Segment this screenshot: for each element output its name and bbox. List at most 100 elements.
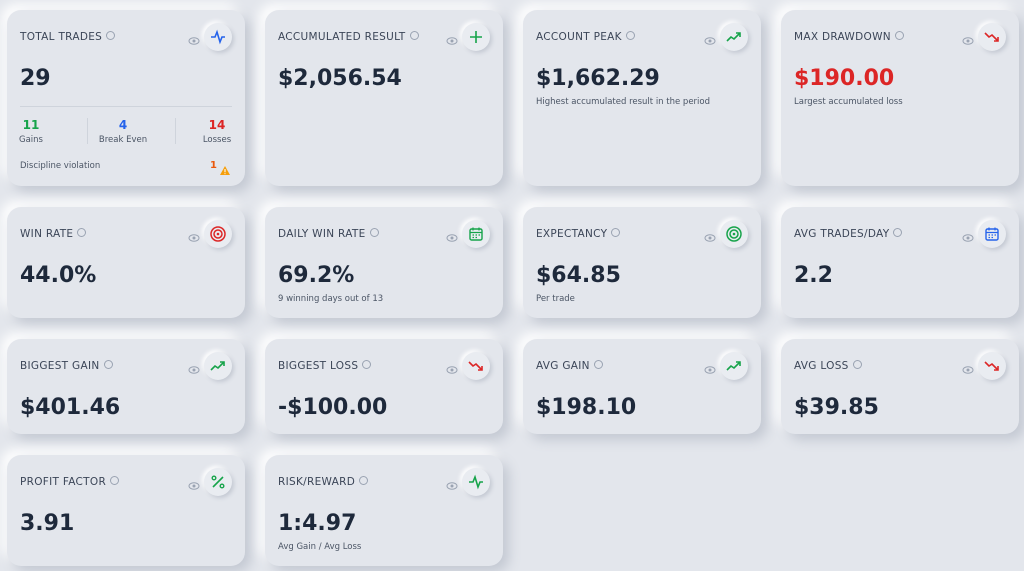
eye-icon[interactable] (962, 228, 974, 247)
metric-card: ACCUMULATED RESULT $2,056.54 (265, 10, 503, 186)
card-title: AVG TRADES/DAY (794, 228, 903, 240)
metric-value: $190.00 (794, 66, 895, 91)
card-title: RISK/REWARD (278, 476, 369, 488)
info-icon (611, 228, 621, 237)
breakdown-item: 11 Gains (0, 118, 71, 145)
eye-icon[interactable] (962, 31, 974, 50)
info-icon (625, 31, 635, 40)
metric-value: 1:4.97 (278, 511, 357, 536)
metric-value: $401.46 (20, 395, 121, 420)
metric-subtitle: Per trade (536, 294, 575, 304)
eye-icon[interactable] (188, 31, 200, 50)
metric-card: EXPECTANCY $64.85 Per trade (523, 207, 761, 318)
metric-icon (720, 220, 748, 248)
info-icon (894, 31, 904, 40)
breakdown-label: Gains (19, 135, 43, 145)
title-text: BIGGEST GAIN (20, 360, 100, 372)
metric-icon (720, 352, 748, 380)
metric-value: $198.10 (536, 395, 637, 420)
metric-icon (462, 23, 490, 51)
metric-subtitle: Highest accumulated result in the period (536, 97, 710, 107)
metric-icon (204, 468, 232, 496)
eye-icon[interactable] (704, 31, 716, 50)
breakdown-value: 11 (22, 118, 40, 132)
breakdown-label: Break Even (98, 135, 148, 145)
title-text: PROFIT FACTOR (20, 476, 107, 488)
title-text: EXPECTANCY (536, 228, 608, 240)
title-text: RISK/REWARD (278, 476, 356, 488)
metric-card: AVG TRADES/DAY 2.2 (781, 207, 1019, 318)
metric-card: BIGGEST LOSS -$100.00 (265, 339, 503, 434)
eye-icon[interactable] (704, 228, 716, 247)
metric-icon (978, 220, 1006, 248)
title-text: ACCOUNT PEAK (536, 31, 622, 43)
title-text: MAX DRAWDOWN (794, 31, 891, 43)
card-title: AVG LOSS (794, 360, 862, 372)
metric-icon (462, 352, 490, 380)
metric-value: 3.91 (20, 511, 75, 536)
eye-icon[interactable] (188, 360, 200, 379)
card-title: ACCUMULATED RESULT (278, 31, 419, 43)
metric-card: AVG LOSS $39.85 (781, 339, 1019, 434)
eye-icon[interactable] (188, 228, 200, 247)
card-title: EXPECTANCY (536, 228, 621, 240)
title-text: AVG TRADES/DAY (794, 228, 890, 240)
info-icon (369, 228, 379, 237)
eye-icon[interactable] (446, 476, 458, 495)
info-icon (593, 360, 603, 369)
eye-icon[interactable] (188, 476, 200, 495)
card-title: DAILY WIN RATE (278, 228, 379, 240)
divider (87, 118, 88, 144)
card-title: PROFIT FACTOR (20, 476, 120, 488)
metric-value: $1,662.29 (536, 66, 660, 91)
metric-card: BIGGEST GAIN $401.46 (7, 339, 245, 434)
metric-value: 44.0% (20, 263, 97, 288)
divider (175, 118, 176, 144)
info-icon (362, 360, 372, 369)
info-icon (106, 31, 116, 40)
info-icon (893, 228, 903, 237)
eye-icon[interactable] (962, 360, 974, 379)
info-icon (77, 228, 87, 237)
title-text: BIGGEST LOSS (278, 360, 359, 372)
eye-icon[interactable] (446, 31, 458, 50)
card-title: ACCOUNT PEAK (536, 31, 635, 43)
metric-subtitle: Avg Gain / Avg Loss (278, 542, 362, 552)
info-icon (103, 360, 113, 369)
metric-icon (204, 220, 232, 248)
eye-icon[interactable] (704, 360, 716, 379)
card-title: WIN RATE (20, 228, 87, 240)
eye-icon[interactable] (446, 228, 458, 247)
card-title: MAX DRAWDOWN (794, 31, 904, 43)
metric-icon (978, 352, 1006, 380)
metric-icon (462, 468, 490, 496)
breakdown-label: Losses (202, 135, 232, 145)
title-text: TOTAL TRADES (20, 31, 103, 43)
title-text: WIN RATE (20, 228, 74, 240)
metric-card: TOTAL TRADES 29 11 Gains 4 Break Even 14 Losses… (7, 10, 245, 186)
metric-value: 69.2% (278, 263, 355, 288)
info-icon (409, 31, 419, 40)
breakdown-value: 4 (118, 118, 128, 132)
title-text: ACCUMULATED RESULT (278, 31, 406, 43)
metric-card: RISK/REWARD 1:4.97 Avg Gain / Avg Loss (265, 455, 503, 566)
metric-value: $2,056.54 (278, 66, 402, 91)
metric-icon (204, 23, 232, 51)
metric-value: $64.85 (536, 263, 621, 288)
metric-value: $39.85 (794, 395, 879, 420)
metric-icon (978, 23, 1006, 51)
card-title: BIGGEST LOSS (278, 360, 372, 372)
title-text: AVG LOSS (794, 360, 849, 372)
metric-card: DAILY WIN RATE 69.2% 9 winning days out of… (265, 207, 503, 318)
metric-icon (720, 23, 748, 51)
warning-icon (219, 161, 231, 180)
metric-value: -$100.00 (278, 395, 388, 420)
metric-subtitle: 9 winning days out of 13 (278, 294, 384, 304)
metric-subtitle: Largest accumulated loss (794, 97, 903, 107)
metric-card: WIN RATE 44.0% (7, 207, 245, 318)
card-title: TOTAL TRADES (20, 31, 116, 43)
card-title: AVG GAIN (536, 360, 603, 372)
metric-icon (462, 220, 490, 248)
eye-icon[interactable] (446, 360, 458, 379)
